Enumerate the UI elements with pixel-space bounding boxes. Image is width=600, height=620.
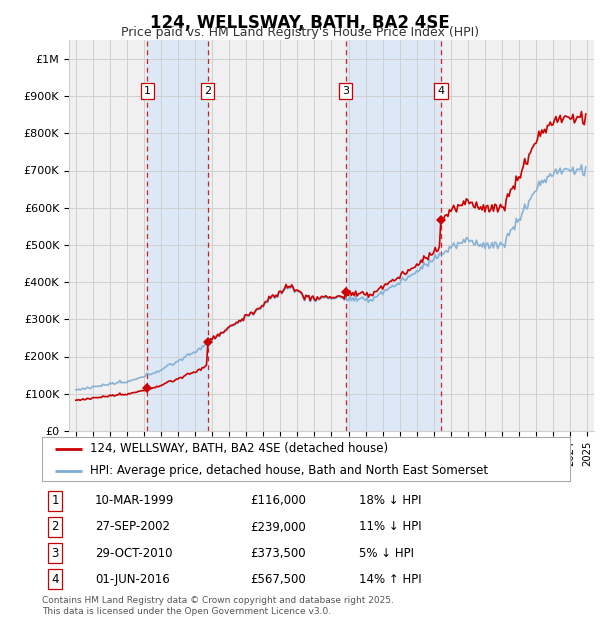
Text: 124, WELLSWAY, BATH, BA2 4SE: 124, WELLSWAY, BATH, BA2 4SE bbox=[150, 14, 450, 32]
Text: 01-JUN-2016: 01-JUN-2016 bbox=[95, 573, 170, 585]
Text: 3: 3 bbox=[342, 86, 349, 96]
Bar bbox=[346, 40, 441, 431]
Text: 29-OCT-2010: 29-OCT-2010 bbox=[95, 547, 172, 559]
Text: 2: 2 bbox=[204, 86, 211, 96]
Text: 4: 4 bbox=[437, 86, 445, 96]
Text: 3: 3 bbox=[52, 547, 59, 559]
Bar bbox=[147, 40, 208, 431]
Text: £116,000: £116,000 bbox=[250, 495, 306, 507]
Text: 4: 4 bbox=[52, 573, 59, 585]
Text: 11% ↓ HPI: 11% ↓ HPI bbox=[359, 521, 421, 533]
Text: 2: 2 bbox=[52, 521, 59, 533]
Text: 124, WELLSWAY, BATH, BA2 4SE (detached house): 124, WELLSWAY, BATH, BA2 4SE (detached h… bbox=[89, 442, 388, 455]
Text: Price paid vs. HM Land Registry's House Price Index (HPI): Price paid vs. HM Land Registry's House … bbox=[121, 26, 479, 39]
Text: 27-SEP-2002: 27-SEP-2002 bbox=[95, 521, 170, 533]
Text: 18% ↓ HPI: 18% ↓ HPI bbox=[359, 495, 421, 507]
Text: £239,000: £239,000 bbox=[250, 521, 306, 533]
Text: 1: 1 bbox=[52, 495, 59, 507]
Text: £567,500: £567,500 bbox=[250, 573, 306, 585]
Text: 5% ↓ HPI: 5% ↓ HPI bbox=[359, 547, 414, 559]
Text: 14% ↑ HPI: 14% ↑ HPI bbox=[359, 573, 421, 585]
Text: HPI: Average price, detached house, Bath and North East Somerset: HPI: Average price, detached house, Bath… bbox=[89, 464, 488, 477]
Text: Contains HM Land Registry data © Crown copyright and database right 2025.
This d: Contains HM Land Registry data © Crown c… bbox=[42, 596, 394, 616]
Text: 1: 1 bbox=[144, 86, 151, 96]
Text: 10-MAR-1999: 10-MAR-1999 bbox=[95, 495, 174, 507]
Text: £373,500: £373,500 bbox=[250, 547, 306, 559]
